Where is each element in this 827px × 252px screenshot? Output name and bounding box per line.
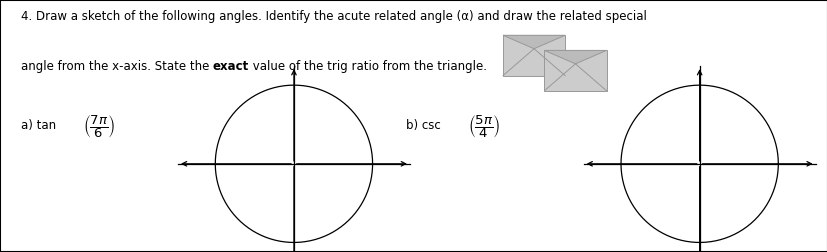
Text: $\left(\dfrac{7\pi}{6}\right)$: $\left(\dfrac{7\pi}{6}\right)$ xyxy=(83,112,115,140)
Polygon shape xyxy=(543,50,605,64)
Text: $\left(\dfrac{5\pi}{4}\right)$: $\left(\dfrac{5\pi}{4}\right)$ xyxy=(467,112,500,140)
Text: exact: exact xyxy=(213,60,249,74)
Text: value of the trig ratio from the triangle.: value of the trig ratio from the triangl… xyxy=(249,60,486,74)
Text: a) tan: a) tan xyxy=(21,119,55,133)
Text: angle from the x-axis. State the: angle from the x-axis. State the xyxy=(21,60,213,74)
Polygon shape xyxy=(543,50,605,91)
Polygon shape xyxy=(503,35,564,76)
Text: b) csc: b) csc xyxy=(405,119,440,133)
Text: 4. Draw a sketch of the following angles. Identify the acute related angle (α) a: 4. Draw a sketch of the following angles… xyxy=(21,10,646,23)
Polygon shape xyxy=(503,35,564,49)
